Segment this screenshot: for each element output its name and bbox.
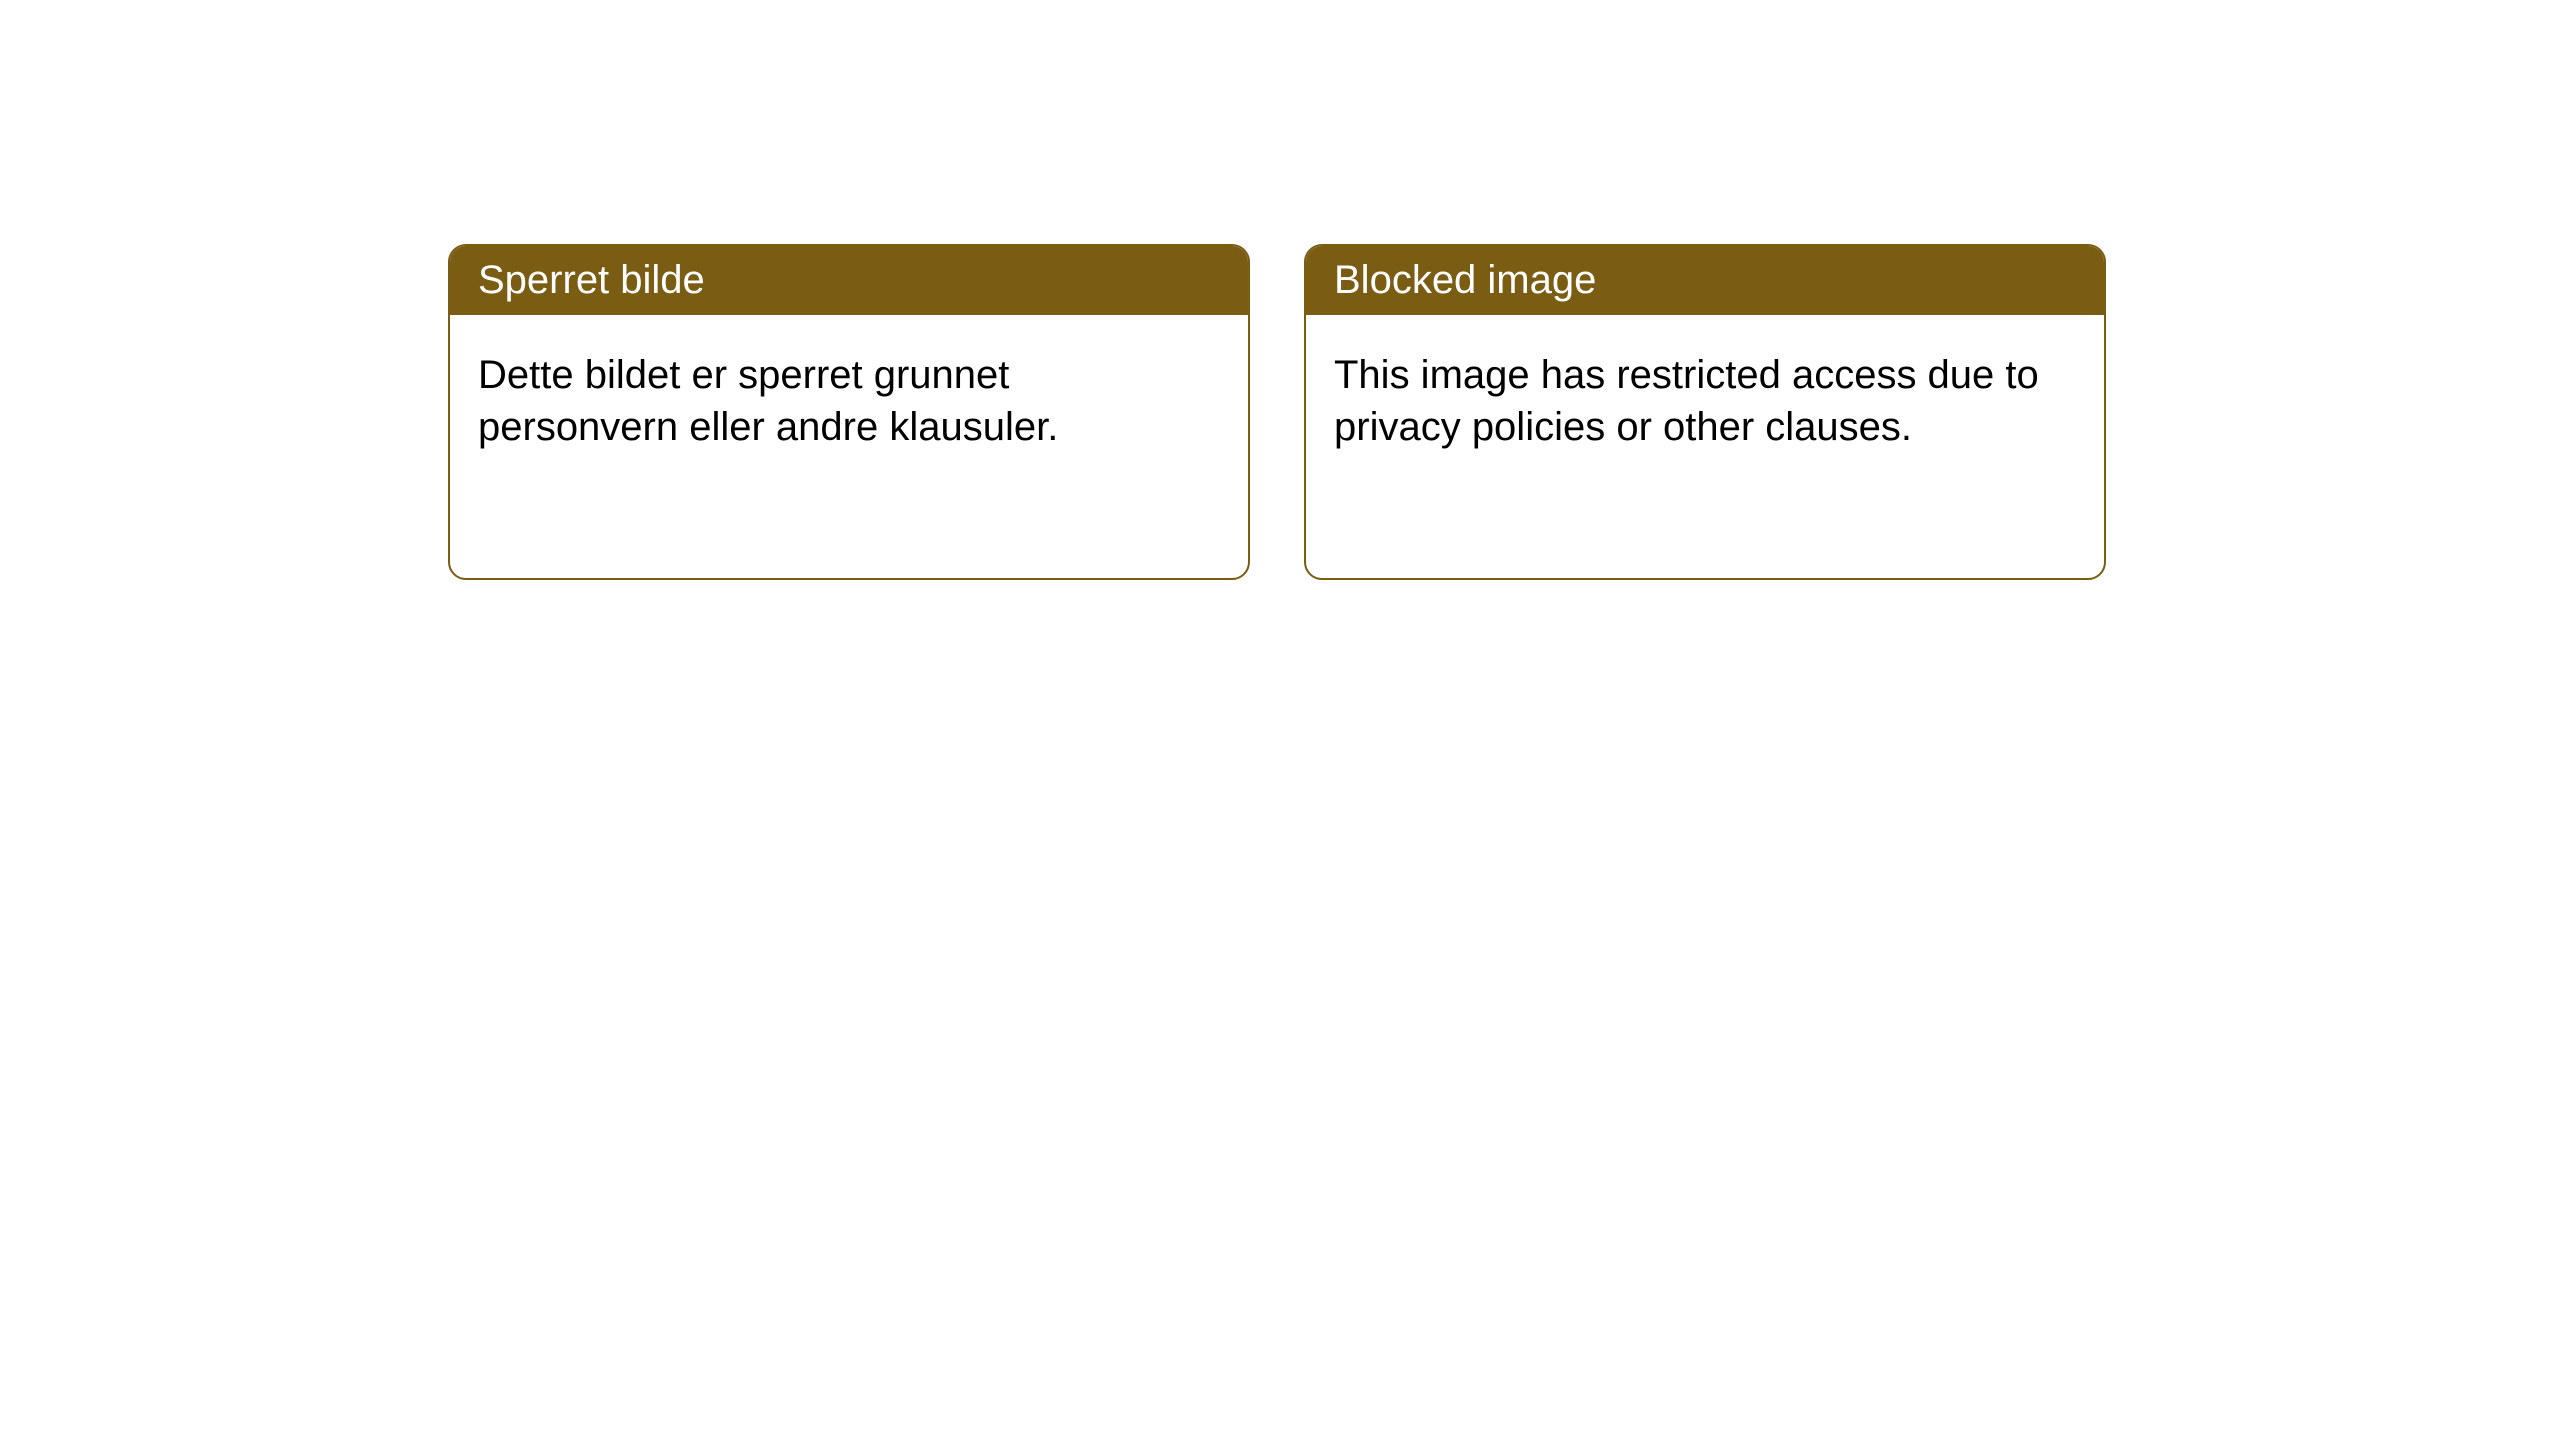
notice-box-english: Blocked image This image has restricted … [1304,244,2106,580]
notice-body-text: Dette bildet er sperret grunnet personve… [478,353,1058,449]
notice-header-text: Blocked image [1334,258,1596,302]
notice-body: Dette bildet er sperret grunnet personve… [450,315,1248,487]
notice-header-text: Sperret bilde [478,258,705,302]
notice-header: Blocked image [1306,246,2104,315]
notice-container: Sperret bilde Dette bildet er sperret gr… [0,0,2560,580]
notice-box-norwegian: Sperret bilde Dette bildet er sperret gr… [448,244,1250,580]
notice-body: This image has restricted access due to … [1306,315,2104,487]
notice-body-text: This image has restricted access due to … [1334,353,2039,449]
notice-header: Sperret bilde [450,246,1248,315]
